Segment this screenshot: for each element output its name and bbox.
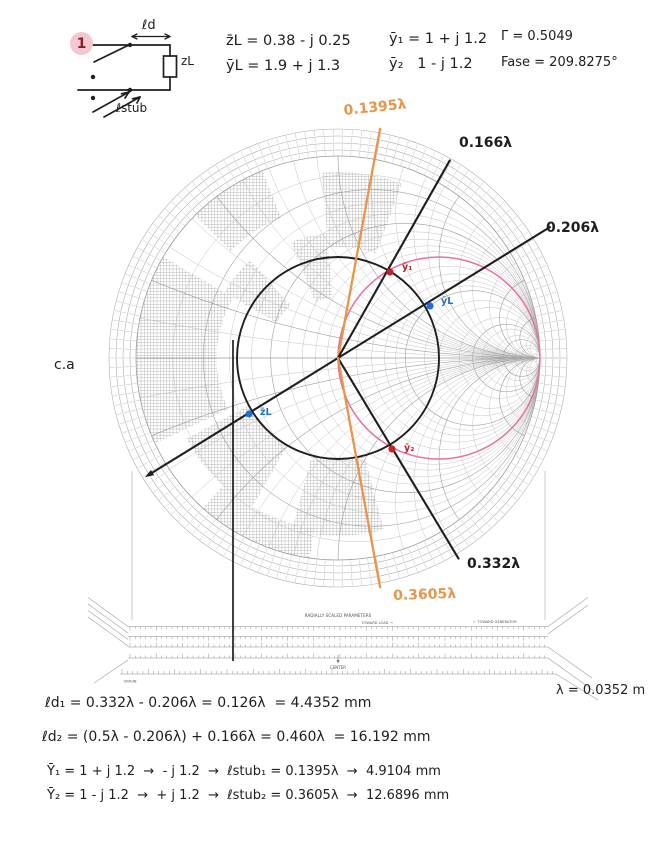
equation-fase: Fase = 209.8275° (501, 55, 618, 70)
swr-circle (236, 256, 440, 460)
marked-point-ȳ₁ (386, 268, 394, 276)
ray-arrowhead (144, 470, 155, 478)
marked-point-z̄L (245, 410, 253, 418)
point-label-y1: ȳ₁ (402, 262, 413, 273)
equation-y1: ȳ₁ = 1 + j 1.2 (389, 31, 488, 47)
circuit-ld-label: ℓd (142, 18, 156, 33)
side-label-ca: c.a (54, 357, 75, 373)
center-label: CENTER (330, 665, 346, 670)
equation-gamma: Γ = 0.5049 (501, 29, 573, 44)
ray-label-0.332: 0.332λ (467, 556, 521, 572)
radially-scaled-parameters-label: RADIALLY SCALED PARAMETERS (305, 613, 372, 618)
ray-label-0.206: 0.206λ (546, 220, 600, 236)
origin-label: ORIGIN (124, 680, 137, 684)
circuit-sketch (77, 33, 178, 118)
scale-block-labels: RADIALLY SCALED PARAMETERS TOWARD LOAD →… (124, 613, 518, 684)
equation-zload: z̄L = 0.38 - j 0.25 (226, 33, 351, 49)
lambda-note: λ = 0.0352 m (556, 683, 646, 698)
marked-point-ȳ₂ (388, 445, 396, 453)
equation-y2: ȳ₂ 1 - j 1.2 (389, 56, 473, 72)
ray-0.3605λ (336, 356, 382, 589)
calc-lstub2: Ȳ₂ = 1 - j 1.2 → + j 1.2 → ℓstub₂ = 0.36… (47, 788, 450, 803)
ray-0.206λ (148, 226, 551, 476)
ray-0.1395λ (336, 127, 382, 360)
construction-overlay (144, 127, 551, 661)
ray-0.332λ (336, 356, 460, 560)
ray-label-0.3605: 0.3605λ (392, 585, 457, 604)
outer-scale-rings (108, 128, 568, 588)
problem-number-badge: 1 (70, 32, 93, 55)
calc-ld1: ℓd₁ = 0.332λ - 0.206λ = 0.126λ = 4.4352 … (45, 695, 372, 711)
point-label-yl: ȳL (441, 296, 454, 307)
ray-0.166λ (336, 159, 451, 360)
toward-generator-label: ← TOWARD GENERATOR (473, 620, 517, 624)
radial-scales-block (87, 471, 599, 701)
circuit-lstub-label: ℓstub (116, 101, 148, 115)
calc-lstub1: Ȳ₁ = 1 + j 1.2 → - j 1.2 → ℓstub₁ = 0.13… (47, 764, 441, 779)
equation-yload: ȳL = 1.9 + j 1.3 (226, 58, 341, 74)
point-label-zl: z̄L (260, 407, 272, 418)
ray-label-0.166: 0.166λ (459, 135, 513, 151)
circuit-zl-label: zL (181, 54, 194, 68)
calc-ld2: ℓd₂ = (0.5λ - 0.206λ) + 0.166λ = 0.460λ … (42, 729, 431, 745)
point-label-y2: ȳ₂ (404, 443, 415, 454)
marked-point-ȳL (426, 302, 434, 310)
toward-load-label: TOWARD LOAD → (360, 621, 392, 625)
